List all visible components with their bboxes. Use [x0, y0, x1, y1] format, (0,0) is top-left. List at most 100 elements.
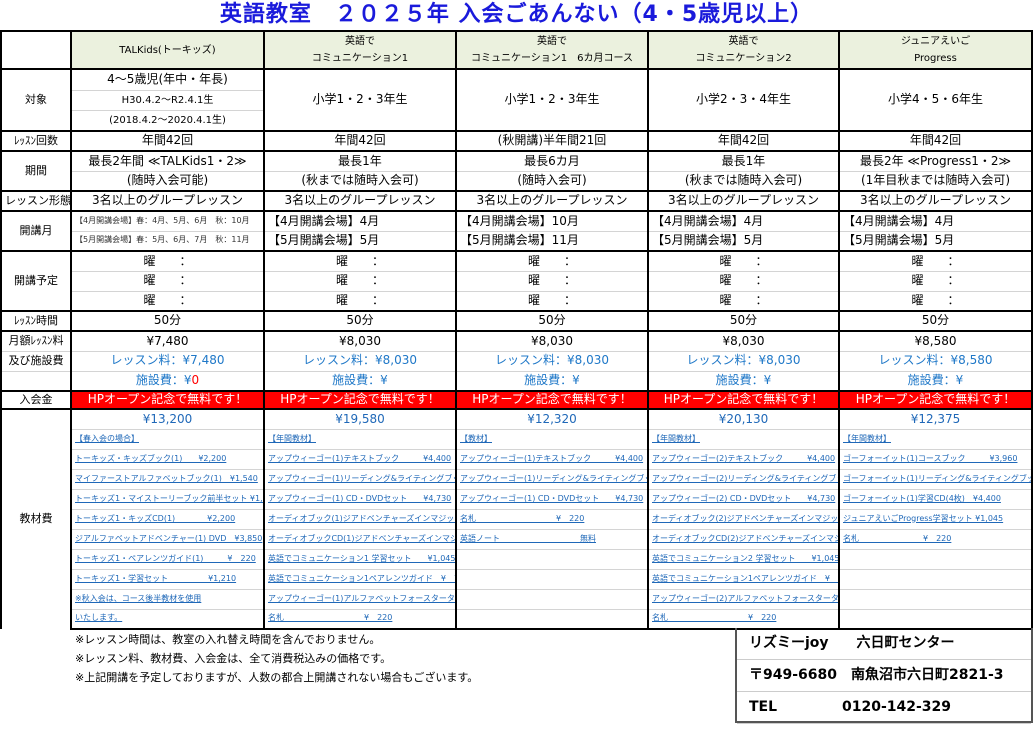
- period-cell: 最長1年: [263, 150, 457, 171]
- material-item: ジアルファベットアドベンチャー(1) DVD ¥3,850: [70, 528, 265, 549]
- facility-fee-cell: 施設費：¥: [647, 370, 840, 391]
- label-duration: ﾚｯｽﾝ時間: [0, 310, 72, 331]
- months-cell: 【4月開講会場】春：4月、5月、6月 秋：10月: [70, 210, 265, 231]
- style-cell: 3名以上のグループレッスン: [838, 190, 1033, 211]
- target-cell: H30.4.2～R2.4.1生: [70, 89, 265, 110]
- material-item: オーディオブック(2)ジアドベンチャーズインマジックランドⅡ ¥3,300: [647, 508, 840, 529]
- note: ※レッスン時間は、教室の入れ替え時間を含んでおりません。: [75, 633, 381, 646]
- schedule-cell: 曜 ：: [647, 270, 840, 291]
- duration-cell: 50分: [455, 310, 649, 331]
- period-cell: (秋までは随時入会可): [647, 170, 840, 191]
- material-item: オーディオブックCD(1)ジアドベンチャーズインマジックランドⅠ ¥1,320: [263, 528, 457, 549]
- target-cell: 4～5歳児(年中・年長): [70, 68, 265, 90]
- months-cell: 【4月開講会場】4月: [263, 210, 457, 231]
- schedule-cell: 曜 ：: [263, 270, 457, 291]
- course-name: 英語で: [728, 36, 759, 47]
- facility-fee-cell: 施設費：¥: [455, 370, 649, 391]
- label-target: 対象: [0, 68, 72, 131]
- target-cell: 小学1・2・3年生: [455, 68, 649, 131]
- address: 南魚沼市六日町2821-3: [851, 667, 1004, 683]
- facility-fee-label: 施設費：¥: [135, 373, 192, 388]
- material-item: [455, 608, 649, 630]
- material-item: アップウィーゴー(2)リーディング&ライティングブック¥2,970: [647, 468, 840, 489]
- label-style: レッスン形態: [0, 190, 72, 211]
- entry-cell: HPオープン記念で無料です！: [263, 390, 457, 409]
- material-item: [455, 568, 649, 589]
- material-item: [838, 568, 1033, 589]
- material-item: 英語でコミュニケーション2 学習セット ¥1,045: [647, 548, 840, 569]
- course-header: 英語でコミュニケーション2: [647, 30, 840, 69]
- course-name: コミュニケーション1 6カ月コース: [470, 53, 634, 64]
- course-name: コミュニケーション2: [695, 53, 792, 64]
- label-schedule: 開講予定: [0, 250, 72, 311]
- material-item: ジュニアえいごProgress学習セット ¥1,045: [838, 508, 1033, 529]
- schedule-cell: 曜 ：: [647, 250, 840, 271]
- label-months: 開講月: [0, 210, 72, 251]
- course-name: 英語で: [345, 36, 375, 47]
- materials-total: ¥12,320: [455, 408, 649, 429]
- course-header: ジュニアえいご Progress: [838, 30, 1033, 69]
- period-cell: (秋までは随時入会可): [263, 170, 457, 191]
- schedule-cell: 曜 ：: [70, 270, 265, 291]
- material-item: [455, 588, 649, 609]
- period-cell: 最長6カ月: [455, 150, 649, 171]
- label-monthly: 月額ﾚｯｽﾝ料: [0, 330, 72, 351]
- schedule-cell: 曜 ：: [263, 290, 457, 311]
- material-item: トーキッズ1・学習セット ¥1,210: [70, 568, 265, 589]
- months-cell: 【5月開講会場】11月: [455, 230, 649, 251]
- material-item: アップウィーゴー(2)テキストブック ¥4,400: [647, 448, 840, 469]
- material-item: 英語でコミュニケーション1ペアレンツガイド ¥ 715: [263, 568, 457, 589]
- tel-number: 0120-142-329: [842, 699, 952, 715]
- target-cell: (2018.4.2～2020.4.1生): [70, 109, 265, 131]
- target-cell: 小学2・3・4年生: [647, 68, 840, 131]
- postal-code: 〒949-6680: [749, 667, 837, 683]
- material-item: ゴーフォーイット(1)リーディング&ライティングブック¥2,750: [838, 468, 1033, 489]
- material-item: 名札 ¥ 220: [647, 608, 840, 630]
- material-item: アップウィーゴー(2)アルファベットフォースターターズ¥1,430: [647, 588, 840, 609]
- duration-cell: 50分: [263, 310, 457, 331]
- material-item: アップウィーゴー(1)アルファベットフォースターターズ¥ 880: [263, 588, 457, 609]
- duration-cell: 50分: [70, 310, 265, 331]
- material-item: 【春入会の場合】: [70, 428, 265, 449]
- material-item: 【年間教材】: [838, 428, 1033, 449]
- label-lessons: ﾚｯｽﾝ回数: [0, 130, 72, 151]
- lessons-cell: 年間42回: [647, 130, 840, 151]
- facility-fee-value: 0: [191, 373, 200, 388]
- period-cell: 最長2年間 ≪TALKids1・2≫: [70, 150, 265, 171]
- center-name: 六日町センター: [856, 635, 955, 651]
- lessons-cell: 年間42回: [838, 130, 1033, 151]
- schedule-cell: 曜 ：: [838, 270, 1033, 291]
- material-item: トーキッズ1・ペアレンツガイド(1) ¥ 220: [70, 548, 265, 569]
- material-item: 英語でコミュニケーション1 学習セット ¥1,045: [263, 548, 457, 569]
- period-cell: (随時入会可): [455, 170, 649, 191]
- material-item: マイファーストアルファベットブック(1) ¥1,540: [70, 468, 265, 489]
- material-item: トーキッズ・キッズブック(1) ¥2,200: [70, 448, 265, 469]
- label-facility: 及び施設費: [0, 350, 72, 371]
- schedule-cell: 曜 ：: [838, 250, 1033, 271]
- period-cell: (随時入会可能): [70, 170, 265, 191]
- material-item: アップウィーゴー(1) CD・DVDセット ¥4,730: [263, 488, 457, 509]
- monthly-cell: ¥8,580: [838, 330, 1033, 351]
- material-item: ※秋入会は、コース後半教材を使用: [70, 588, 265, 609]
- course-header: TALKids(トーキッズ): [70, 30, 265, 69]
- material-item: 英語ノート 無料: [455, 528, 649, 549]
- style-cell: 3名以上のグループレッスン: [647, 190, 840, 211]
- course-table: TALKids(トーキッズ) 英語で コミュニケーション1 英語で コミュニケーション1…: [0, 30, 1033, 630]
- course-header: 英語で コミュニケーション1 6カ月コース: [455, 30, 649, 69]
- schedule-cell: 曜 ：: [263, 250, 457, 271]
- material-item: [838, 608, 1033, 630]
- material-item: ゴーフォーイット(1)コースブック ¥3,960: [838, 448, 1033, 469]
- material-item: オーディオブック(1)ジアドベンチャーズインマジックランドⅠ ¥3,300: [263, 508, 457, 529]
- entry-cell: HPオープン記念で無料です！: [838, 390, 1033, 409]
- material-item: [455, 548, 649, 569]
- course-name: Progress: [914, 53, 957, 64]
- entry-cell: HPオープン記念で無料です！: [455, 390, 649, 409]
- schedule-cell: 曜 ：: [647, 290, 840, 311]
- months-cell: 【4月開講会場】10月: [455, 210, 649, 231]
- lesson_fee-cell: レッスン料：¥8,030: [263, 350, 457, 371]
- materials-total: ¥12,375: [838, 408, 1033, 429]
- target-cell: 小学4・5・6年生: [838, 68, 1033, 131]
- style-cell: 3名以上のグループレッスン: [455, 190, 649, 211]
- schedule-cell: 曜 ：: [70, 250, 265, 271]
- tel-label: TEL: [749, 699, 778, 715]
